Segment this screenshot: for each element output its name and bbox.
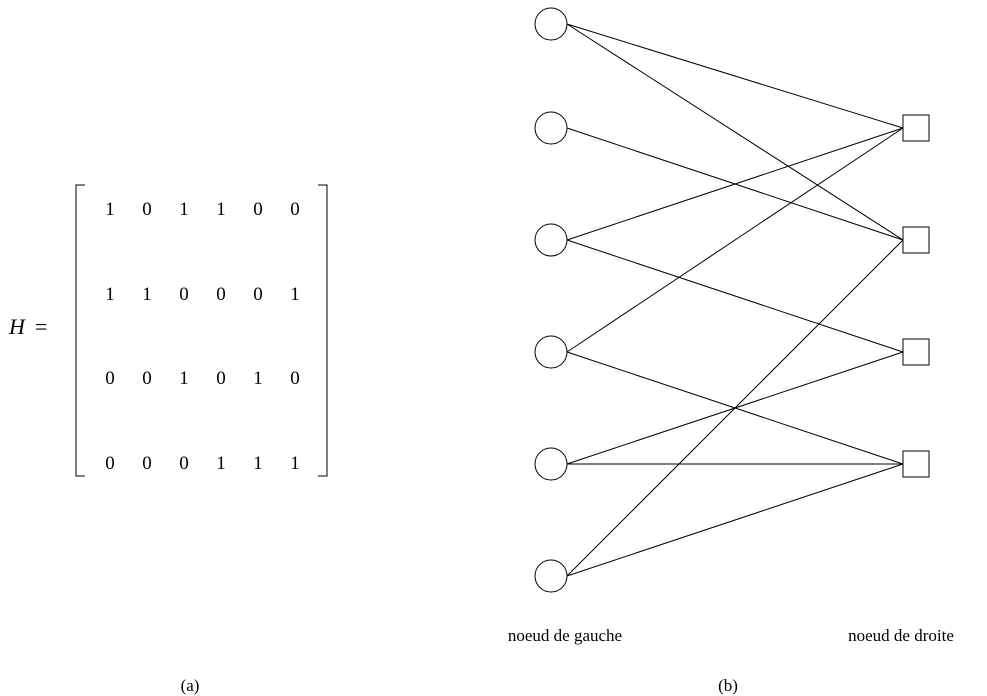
left-nodes: [534, 7, 568, 593]
matrix-entry: 1: [253, 453, 263, 474]
matrix-entry: 0: [179, 453, 189, 474]
left-node: [534, 223, 568, 257]
right-node: [902, 450, 930, 478]
left-node: [534, 559, 568, 593]
matrix-left-bracket: [75, 184, 85, 477]
matrix-equals-sign: =: [35, 314, 47, 339]
matrix-entry: 0: [253, 284, 263, 305]
matrix-entry: 0: [290, 368, 300, 389]
matrix-right-bracket: [318, 184, 328, 477]
caption-b: (b): [718, 676, 738, 695]
matrix-entry: 1: [216, 199, 226, 220]
edge: [566, 127, 904, 353]
matrix-entry: 1: [142, 284, 152, 305]
right-node: [902, 226, 930, 254]
edge: [566, 23, 904, 129]
matrix-entries: 1 0 1 1 0 0 1 1 0 0 0 1 0 0 1 0 1 0 0 0 0 1 1 1: [105, 199, 300, 474]
matrix-entry: 0: [142, 199, 152, 220]
matrix-entry: 1: [253, 368, 263, 389]
matrix-entry: 1: [179, 199, 189, 220]
bipartite-graph: noeud de gauche noeud de droite: [508, 7, 954, 645]
matrix-entry: 1: [290, 284, 300, 305]
matrix-entry: 1: [216, 453, 226, 474]
matrix-entry: 0: [290, 199, 300, 220]
matrix-entry: 1: [290, 453, 300, 474]
left-node: [534, 447, 568, 481]
right-node: [902, 114, 930, 142]
right-node: [902, 338, 930, 366]
left-node: [534, 111, 568, 145]
matrix-entry: 0: [142, 368, 152, 389]
matrix-entry: 0: [142, 453, 152, 474]
matrix-entry: 0: [105, 368, 115, 389]
edge: [566, 239, 904, 353]
matrix-entry: 1: [105, 199, 115, 220]
edge: [566, 463, 904, 577]
edge: [566, 351, 904, 465]
matrix-panel: H = 1 0 1 1 0 0 1 1 0 0 0 1 0 0 1 0 1 0 0 0 0 1 1 1: [8, 184, 328, 477]
matrix-entry: 1: [105, 284, 115, 305]
matrix-entry: 0: [253, 199, 263, 220]
matrix-entry: 0: [216, 284, 226, 305]
edges: [566, 23, 904, 577]
matrix-entry: 0: [216, 368, 226, 389]
right-nodes: [902, 114, 930, 478]
matrix-entry: 0: [105, 453, 115, 474]
matrix-entry: 1: [179, 368, 189, 389]
left-node: [534, 335, 568, 369]
left-node-label: noeud de gauche: [508, 626, 622, 645]
edge: [566, 127, 904, 241]
left-node: [534, 7, 568, 41]
matrix-symbol: H: [8, 314, 26, 339]
caption-a: (a): [181, 676, 200, 695]
matrix-entry: 0: [179, 284, 189, 305]
edge: [566, 23, 904, 241]
right-node-label: noeud de droite: [848, 626, 954, 645]
